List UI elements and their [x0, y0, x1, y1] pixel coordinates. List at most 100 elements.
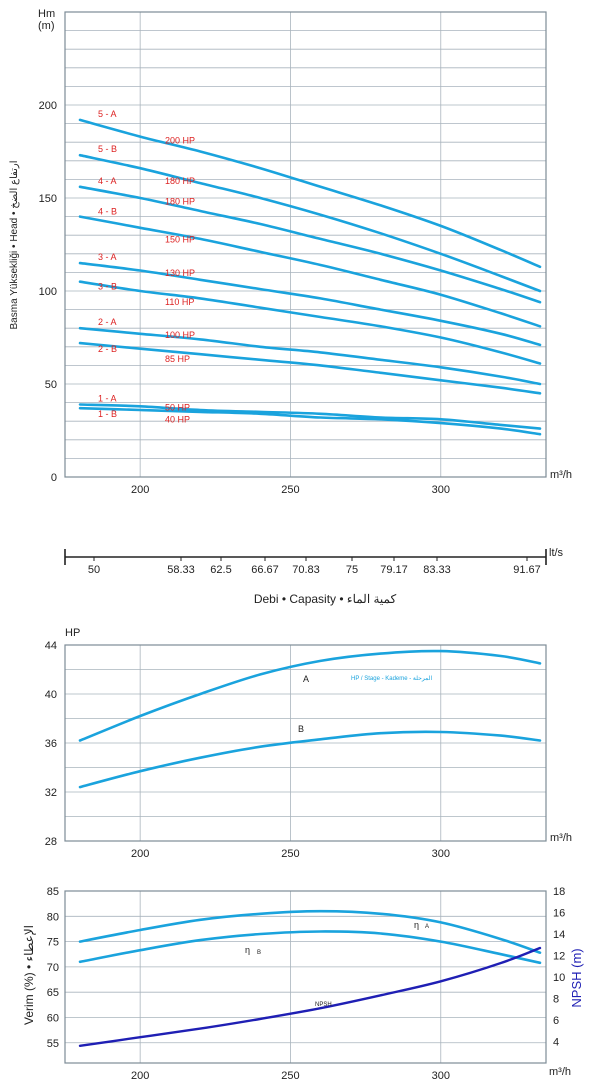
y-tick-label: 75	[47, 937, 59, 949]
head-curve-3-b	[78, 280, 542, 365]
series-model-label: 4 - A	[98, 176, 117, 186]
series-power-label: 85 HP	[165, 354, 190, 364]
series-power-label: 180 HP	[165, 176, 195, 186]
head-curve-2-a	[78, 326, 542, 386]
hp-curve-b-label: B	[298, 724, 304, 734]
y-tick-label: 80	[47, 911, 59, 923]
x-tick-label: 300	[432, 484, 450, 496]
y-tick-label: 100	[39, 286, 57, 298]
head-chart: 0 50 100 150 200 200 250 300 5 - A 200 HP 5 - B 1…	[9, 8, 572, 496]
lts-tick-label: 58.33	[167, 564, 195, 576]
x-tick-label: 250	[281, 1070, 299, 1080]
head-curve-5-a	[78, 118, 542, 269]
flow-caption: Debi • Capasity • كمية الماء	[254, 592, 397, 606]
lts-tick-label: 62.5	[210, 564, 231, 576]
head-x-tick-labels: 200 250 300	[131, 484, 450, 496]
lts-tick-label: 66.67	[251, 564, 279, 576]
series-power-label: 180 HP	[165, 196, 195, 206]
y2-tick-label: 16	[553, 908, 565, 920]
lts-ticks: 50 58.33 62.5 66.67 70.83 75 79.17 83.33 91.67	[88, 557, 541, 576]
head-curve-4-b	[78, 215, 542, 328]
head-curve-2-b	[78, 341, 542, 395]
series-model-label: 5 - B	[98, 144, 117, 154]
npsh-y-axis-label: NPSH (m)	[569, 948, 584, 1007]
hp-y-unit: HP	[65, 627, 80, 639]
y2-tick-label: 10	[553, 972, 565, 984]
y-tick-label: 200	[39, 100, 57, 112]
eff-x-unit: m³/h	[549, 1066, 571, 1078]
hp-chart: 28 32 36 40 44 200 250 300 HP m³/h A B HP / St…	[45, 627, 572, 860]
hp-curves	[78, 649, 542, 789]
lts-unit: lt/s	[549, 547, 564, 559]
x-tick-label: 200	[131, 848, 149, 860]
eta-b-symbol: η	[245, 945, 250, 955]
x-tick-label: 250	[281, 848, 299, 860]
npsh-curve-label: NPSH	[315, 1002, 332, 1008]
hp-y-tick-labels: 28 32 36 40 44	[45, 640, 57, 848]
y2-tick-label: 12	[553, 951, 565, 963]
lts-tick-label: 83.33	[423, 564, 451, 576]
head-y-tick-labels: 0 50 100 150 200	[39, 100, 57, 484]
series-model-label: 3 - A	[98, 252, 117, 262]
eff-y-tick-labels-right: 4 6 8 10 12 14 16 18	[553, 886, 565, 1049]
y-tick-label: 60	[47, 1012, 59, 1024]
series-model-label: 2 - A	[98, 317, 117, 327]
head-y-axis-label: Basma Yüksekliği • Head • ارتفاع الضخ	[9, 161, 20, 330]
hp-x-tick-labels: 200 250 300	[131, 848, 450, 860]
head-series-labels: 5 - A 200 HP 5 - B 180 HP 4 - A 180 HP 4 - B 15…	[98, 109, 195, 425]
x-tick-label: 300	[432, 848, 450, 860]
y2-tick-label: 6	[553, 1015, 559, 1027]
head-y-unit-line1: Hm	[38, 8, 55, 20]
y-tick-label: 55	[47, 1038, 59, 1050]
eff-curves	[78, 909, 542, 1047]
eff-y-tick-labels-left: 55 60 65 70 75 80 85	[47, 886, 59, 1050]
y2-tick-label: 14	[553, 929, 565, 941]
hp-curve-b	[78, 730, 542, 789]
y-tick-label: 28	[45, 836, 57, 848]
y-tick-label: 65	[47, 987, 59, 999]
y2-tick-label: 18	[553, 886, 565, 898]
y-tick-label: 40	[45, 689, 57, 701]
y-tick-label: 85	[47, 886, 59, 898]
eff-y-axis-label: Verim (%) • الإعطاء	[22, 925, 37, 1025]
series-power-label: 150 HP	[165, 235, 195, 245]
head-curve-1-b	[78, 406, 542, 436]
series-power-label: 130 HP	[165, 268, 195, 278]
y2-tick-label: 8	[553, 994, 559, 1006]
x-tick-label: 300	[432, 1070, 450, 1080]
head-curve-5-b	[78, 153, 542, 293]
eta-a-symbol: η	[414, 920, 419, 930]
head-curve-1-a	[78, 403, 542, 430]
series-model-label: 1 - B	[98, 409, 117, 419]
hp-plot-frame	[64, 644, 547, 842]
y-tick-label: 32	[45, 787, 57, 799]
lts-tick-label: 75	[346, 564, 358, 576]
x-tick-label: 250	[281, 484, 299, 496]
series-model-label: 3 - B	[98, 282, 117, 292]
eff-curve-b	[78, 930, 542, 965]
y-tick-label: 44	[45, 640, 57, 652]
y-tick-label: 50	[45, 379, 57, 391]
hp-grid	[65, 645, 546, 841]
series-model-label: 5 - A	[98, 109, 117, 119]
hp-x-unit: m³/h	[550, 832, 572, 844]
eff-plot-frame	[64, 890, 547, 1064]
series-power-label: 50 HP	[165, 402, 190, 412]
y-tick-label: 36	[45, 738, 57, 750]
head-curve-3-a	[78, 261, 542, 347]
series-power-label: 110 HP	[165, 297, 194, 307]
head-curves	[78, 118, 542, 436]
lts-tick-label: 50	[88, 564, 100, 576]
lts-scale: 50 58.33 62.5 66.67 70.83 75 79.17 83.33 91.67 l…	[64, 547, 564, 606]
y2-tick-label: 4	[553, 1037, 559, 1049]
lts-tick-label: 70.83	[292, 564, 320, 576]
series-model-label: 4 - B	[98, 207, 117, 217]
series-power-label: 200 HP	[165, 135, 195, 145]
hp-legend-note: HP / Stage - Kademe - المرحلة	[351, 675, 432, 682]
series-power-label: 100 HP	[165, 330, 195, 340]
head-x-unit: m³/h	[550, 469, 572, 481]
eff-curve-npsh	[78, 946, 542, 1047]
series-power-label: 40 HP	[165, 415, 190, 425]
y-tick-label: 70	[47, 962, 59, 974]
